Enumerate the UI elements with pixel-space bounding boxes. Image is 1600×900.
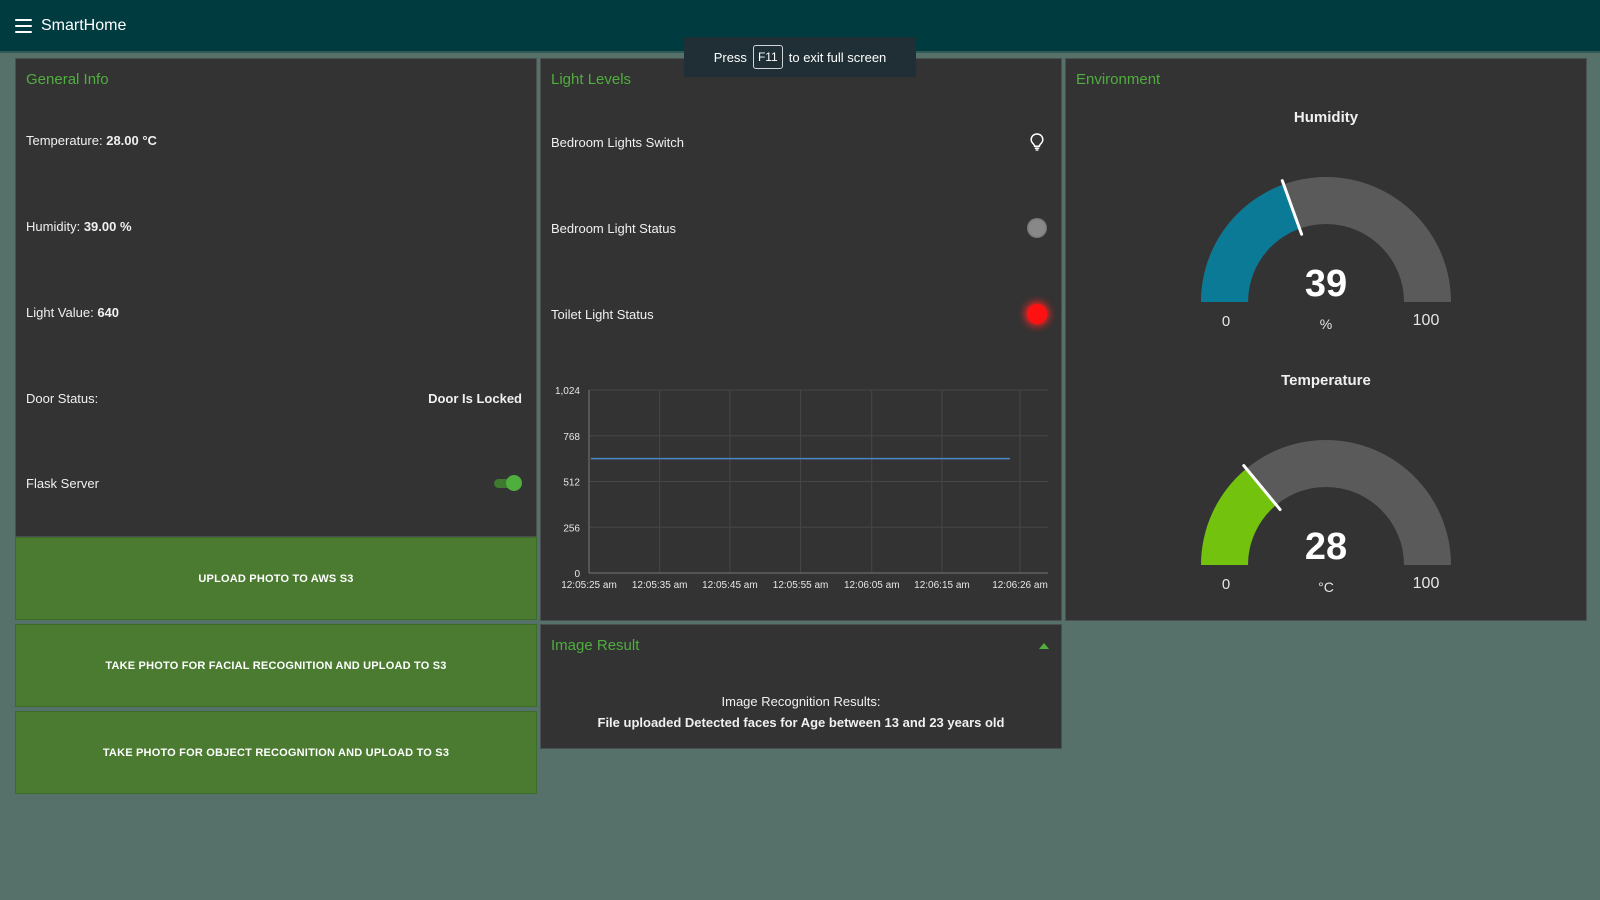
light-levels-title: Light Levels	[551, 71, 632, 88]
temperature-row: Temperature: 28.00 °C	[26, 133, 522, 148]
facial-recognition-button[interactable]: TAKE PHOTO FOR FACIAL RECOGNITION AND UP…	[15, 624, 537, 707]
light-value-row: Light Value: 640	[26, 305, 522, 320]
upload-photo-button[interactable]: UPLOAD PHOTO TO AWS S3	[15, 537, 537, 620]
humidity-value: 39.00 %	[83, 219, 132, 234]
light-levels-card: Light Levels Bedroom Lights Switch Bedro…	[540, 58, 1062, 621]
fullscreen-toast: Press F11 to exit full screen	[684, 37, 916, 77]
light-value-label: Light Value:	[26, 305, 94, 320]
door-status-row: Door Status: Door Is Locked	[26, 391, 522, 406]
humidity-label: Humidity:	[26, 219, 81, 234]
chart-x-tick-label: 12:06:15 am	[914, 580, 970, 591]
chart-x-tick-label: 12:06:26 am	[992, 580, 1048, 591]
flask-server-toggle[interactable]	[492, 475, 522, 491]
gauge-value: 28	[1305, 526, 1347, 568]
hamburger-menu-icon[interactable]	[15, 18, 32, 33]
gauge-needle	[1280, 179, 1304, 236]
humidity-row: Humidity: 39.00 %	[26, 219, 522, 234]
toilet-status-indicator	[1027, 304, 1047, 324]
environment-title: Environment	[1076, 71, 1161, 88]
chart-x-tick-label: 12:05:35 am	[632, 580, 688, 591]
image-result-text: Image Recognition Results: File uploaded…	[541, 691, 1061, 733]
gauge-unit: %	[1320, 316, 1332, 332]
temperature-label: Temperature:	[26, 133, 103, 148]
gauge-max-label: 100	[1413, 312, 1440, 329]
humidity-gauge: 39% 0 100	[1201, 177, 1451, 332]
gauge-fill	[1201, 184, 1300, 302]
flask-server-label: Flask Server	[26, 475, 99, 491]
bedroom-status-indicator	[1027, 218, 1047, 238]
gauge-min-label: 0	[1222, 313, 1230, 330]
flask-server-row: Flask Server	[26, 475, 522, 491]
gauge-max-label: 100	[1413, 575, 1440, 592]
gauge-value: 39	[1305, 263, 1347, 305]
temperature-gauge-title: Temperature	[1281, 372, 1371, 389]
chart-x-tick-label: 12:06:05 am	[844, 580, 900, 591]
toilet-status-label: Toilet Light Status	[551, 306, 654, 322]
image-result-heading: Image Recognition Results:	[721, 694, 881, 709]
gauge-unit: °C	[1318, 579, 1334, 595]
toast-prefix: Press	[713, 49, 747, 65]
image-result-title: Image Result	[551, 637, 640, 654]
toilet-status-row: Toilet Light Status	[551, 302, 1047, 326]
collapse-arrow-icon[interactable]	[1039, 643, 1049, 649]
gauge-needle	[1242, 464, 1282, 512]
toast-suffix: to exit full screen	[788, 49, 887, 65]
humidity-gauge-title: Humidity	[1293, 109, 1359, 126]
bedroom-switch-row: Bedroom Lights Switch	[551, 130, 1047, 154]
temperature-value: 28.00 °C	[106, 133, 157, 148]
temperature-gauge: 28 °C 0 100	[1201, 440, 1451, 595]
bedroom-switch-label: Bedroom Lights Switch	[551, 134, 684, 150]
gauge-fill	[1201, 468, 1277, 565]
chart-y-tick-label: 512	[563, 478, 580, 489]
gauge-track	[1201, 440, 1451, 565]
door-status-label: Door Status:	[26, 391, 99, 406]
image-result-card: Image Result Image Recognition Results: …	[540, 624, 1062, 749]
bedroom-status-label: Bedroom Light Status	[551, 220, 677, 236]
chart-y-tick-label: 0	[574, 569, 580, 580]
chart-x-tick-label: 12:05:55 am	[773, 580, 829, 591]
app-title: SmartHome	[41, 16, 127, 34]
general-info-title: General Info	[26, 71, 109, 88]
image-result-value: File uploaded Detected faces for Age bet…	[597, 715, 1005, 730]
object-recognition-button[interactable]: TAKE PHOTO FOR OBJECT RECOGNITION AND UP…	[15, 711, 537, 794]
gauge-min-label: 0	[1222, 576, 1230, 593]
light-value-chart: 1,024 768 512 256 012:05:25 am 12:05:35 am 12:…	[555, 386, 1048, 591]
environment-card: Environment Humidity 39% 0 100 Temperature…	[1065, 58, 1587, 621]
general-info-card: General Info Temperature: 28.00 °C Humid…	[15, 58, 537, 537]
lightbulb-icon[interactable]	[1027, 131, 1047, 153]
door-status-value: Door Is Locked	[428, 391, 522, 406]
light-value-value: 640	[97, 305, 120, 320]
toast-key: F11	[752, 45, 783, 69]
chart-y-tick-label: 768	[563, 432, 580, 443]
chart-x-tick-label: 12:05:25 am	[561, 580, 617, 591]
chart-y-tick-label: 256	[563, 523, 580, 534]
chart-y-tick-label: 1,024	[555, 386, 580, 397]
chart-x-tick-label: 12:05:45 am	[702, 580, 758, 591]
bedroom-status-row: Bedroom Light Status	[551, 216, 1047, 240]
